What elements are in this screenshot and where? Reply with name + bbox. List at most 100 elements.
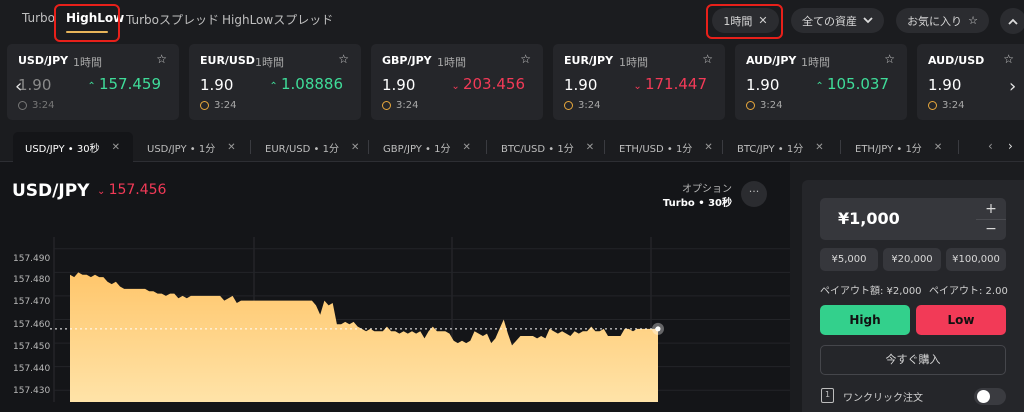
favorites-filter[interactable]: お気に入り ☆ <box>896 8 989 33</box>
chart-tab-btcjpy-1m[interactable]: BTC/JPY • 1分 ✕ <box>725 132 824 162</box>
close-icon[interactable]: ✕ <box>350 141 360 153</box>
plus-button[interactable]: + <box>985 201 997 217</box>
active-tab-underline <box>66 31 108 33</box>
asset-card-gbpjpy[interactable]: GBP/JPY 1時間 ☆ 1.90 ⌄ 203.456 3:24 <box>371 44 543 120</box>
card-period: 1時間 <box>619 56 648 69</box>
star-icon[interactable]: ☆ <box>520 52 531 66</box>
card-price: ⌃ 157.459 <box>87 75 161 93</box>
chevron-left-icon[interactable]: ‹ <box>988 139 993 153</box>
more-options-button[interactable]: ··· <box>741 181 767 207</box>
close-icon[interactable]: ✕ <box>933 141 943 153</box>
tab-highlow-spread[interactable]: HighLowスプレッド <box>222 13 334 27</box>
y-tick-label: 157.490 <box>13 254 51 264</box>
arrow-up-icon: ⌃ <box>87 81 99 92</box>
close-icon[interactable]: ✕ <box>758 14 768 27</box>
card-pair: AUD/JPY <box>746 54 797 67</box>
highlight-box-period <box>706 4 783 39</box>
chart-tab-ethjpy-1m[interactable]: ETH/JPY • 1分 ✕ <box>843 132 942 162</box>
card-pair: USD/JPY <box>18 54 69 67</box>
card-price-value: 1.08886 <box>280 75 343 93</box>
asset-card-audusd[interactable]: AUD/USD ☆ 1.90 3:24 <box>917 44 1024 120</box>
arrow-down-icon: ⌄ <box>451 81 463 92</box>
star-icon[interactable]: ☆ <box>156 52 167 66</box>
asset-card-usdjpy[interactable]: USD/JPY 1時間 ☆ 1.90 ⌃ 157.459 3:24 <box>7 44 179 120</box>
card-payout: 1.90 <box>564 76 598 94</box>
close-icon[interactable]: ✕ <box>704 141 713 153</box>
y-tick-label: 157.470 <box>13 297 51 307</box>
close-icon[interactable]: ✕ <box>815 141 824 153</box>
tab-turbo[interactable]: Turbo <box>22 11 56 25</box>
chart-tab-ethusd-1m[interactable]: ETH/USD • 1分 ✕ <box>607 132 713 162</box>
minus-button[interactable]: − <box>985 221 997 237</box>
collapse-button[interactable] <box>1000 8 1024 34</box>
buy-now-button[interactable]: 今すぐ購入 <box>820 345 1006 375</box>
assets-filter[interactable]: 全ての資産 <box>791 8 884 33</box>
card-price: ⌃ 1.08886 <box>269 75 343 93</box>
star-icon: ☆ <box>968 14 978 27</box>
quick-amount-20000[interactable]: ¥20,000 <box>883 248 941 271</box>
quick-amount-100000[interactable]: ¥100,000 <box>946 248 1006 271</box>
star-icon[interactable]: ☆ <box>702 52 713 66</box>
chart-tab-label: USD/JPY • 1分 <box>147 143 216 155</box>
chart-tab-eurusd-1m[interactable]: EUR/USD • 1分 ✕ <box>253 132 359 162</box>
card-timer-value: 3:24 <box>760 100 783 111</box>
period-filter[interactable]: 1時間 ✕ <box>712 8 779 33</box>
card-pair: EUR/JPY <box>564 54 614 67</box>
card-timer: 3:24 <box>564 100 600 111</box>
star-icon[interactable]: ☆ <box>884 52 895 66</box>
chevron-right-icon[interactable]: › <box>1008 139 1013 153</box>
timer-icon <box>382 101 391 110</box>
chart-tab-usdjpy-1m[interactable]: USD/JPY • 1分 ✕ <box>135 132 236 162</box>
period-filter-label: 1時間 <box>723 14 753 28</box>
one-click-icon: 1 <box>821 388 834 403</box>
star-icon[interactable]: ☆ <box>1003 52 1014 66</box>
tab-turbo-spread[interactable]: Turboスプレッド <box>126 13 220 27</box>
chevron-right-icon[interactable]: › <box>1009 76 1017 97</box>
close-icon[interactable]: ✕ <box>585 141 595 153</box>
close-icon[interactable]: ✕ <box>227 141 236 153</box>
arrow-up-icon: ⌃ <box>815 81 827 92</box>
chart-price: ⌄ 157.456 <box>97 182 166 198</box>
payout-amount: ペイアウト額: ¥2,000 <box>820 286 922 297</box>
quick-amount-5000[interactable]: ¥5,000 <box>820 248 878 271</box>
chart-tab-label: USD/JPY • 30秒 <box>25 143 100 155</box>
option-label: オプション <box>682 184 732 195</box>
card-price-value: 203.456 <box>462 75 525 93</box>
chart-tab-label: GBP/JPY • 1分 <box>383 143 451 155</box>
high-button[interactable]: High <box>820 305 910 335</box>
price-chart[interactable] <box>0 0 790 412</box>
amount-input[interactable] <box>820 198 1006 240</box>
chevron-left-icon[interactable]: ‹ <box>15 76 23 97</box>
card-payout: 1.90 <box>928 76 962 94</box>
star-icon[interactable]: ☆ <box>338 52 349 66</box>
toggle-knob <box>977 390 990 403</box>
chart-tab-label: BTC/JPY • 1分 <box>737 143 804 155</box>
chevron-up-icon <box>1008 18 1018 25</box>
chart-tab-usdjpy-30s[interactable]: USD/JPY • 30秒 ✕ <box>13 132 133 162</box>
asset-card-eurusd[interactable]: EUR/USD 1時間 ☆ 1.90 ⌃ 1.08886 3:24 <box>189 44 361 120</box>
card-timer-value: 3:24 <box>214 100 237 111</box>
card-period: 1時間 <box>437 56 466 69</box>
option-value: Turbo • 30秒 <box>662 198 732 209</box>
card-payout: 1.90 <box>746 76 780 94</box>
assets-filter-label: 全ての資産 <box>802 14 857 28</box>
amount-value: ¥1,000 <box>838 209 900 228</box>
card-price: ⌃ 105.037 <box>815 75 889 93</box>
close-icon[interactable]: ✕ <box>111 141 120 153</box>
chart-tab-btcusd-1m[interactable]: BTC/USD • 1分 ✕ <box>489 132 594 162</box>
card-timer: 3:24 <box>382 100 418 111</box>
asset-card-audjpy[interactable]: AUD/JPY 1時間 ☆ 1.90 ⌃ 105.037 3:24 <box>735 44 907 120</box>
tab-highlow[interactable]: HighLow <box>66 11 125 25</box>
card-timer-value: 3:24 <box>396 100 419 111</box>
current-price-marker <box>655 326 661 332</box>
y-tick-label: 157.450 <box>13 342 51 352</box>
card-payout: 1.90 <box>200 76 234 94</box>
chart-tab-label: BTC/USD • 1分 <box>501 143 574 155</box>
chart-tab-gbpjpy-1m[interactable]: GBP/JPY • 1分 ✕ <box>371 132 471 162</box>
favorites-filter-label: お気に入り <box>907 14 963 28</box>
close-icon[interactable]: ✕ <box>462 141 471 153</box>
tab-divider <box>722 140 723 154</box>
asset-card-eurjpy[interactable]: EUR/JPY 1時間 ☆ 1.90 ⌄ 171.447 3:24 <box>553 44 725 120</box>
low-button[interactable]: Low <box>916 305 1006 335</box>
payout-rate: ペイアウト: 2.00 <box>929 286 1008 297</box>
